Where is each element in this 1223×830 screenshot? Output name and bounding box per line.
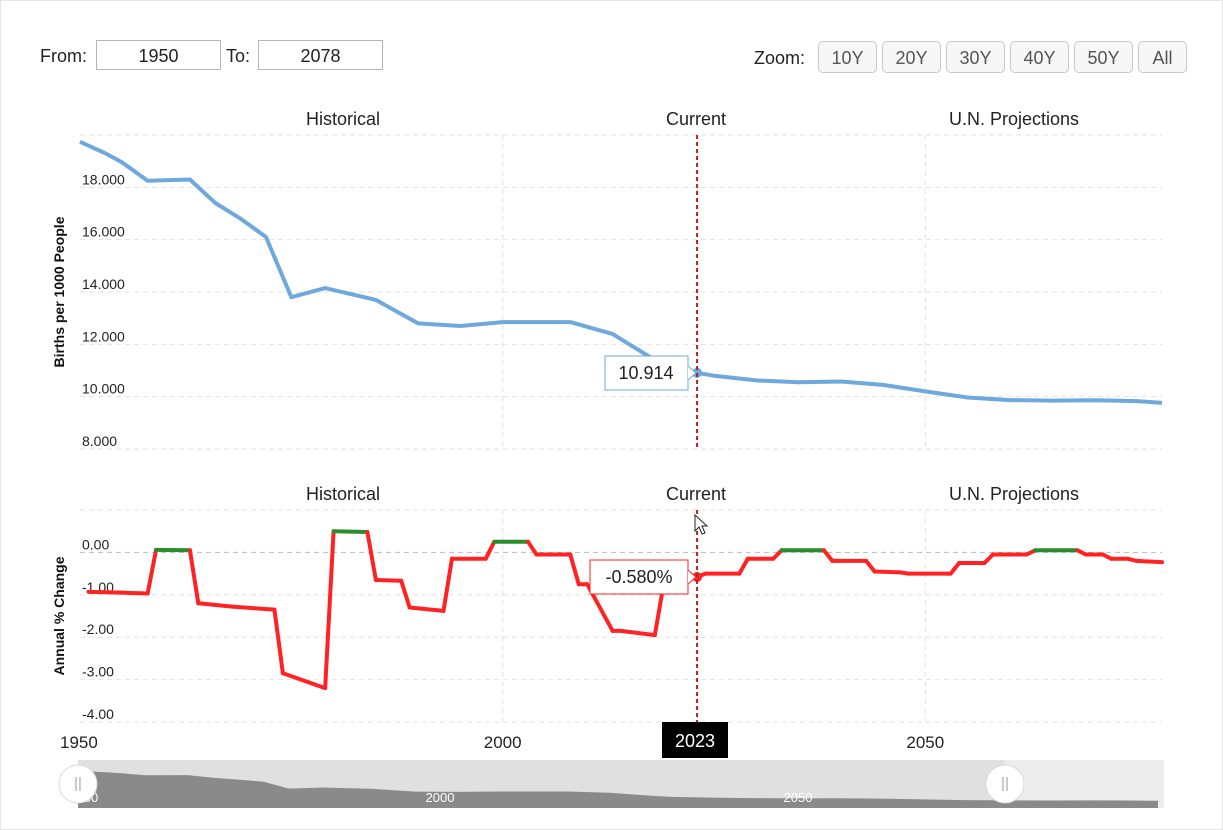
top-y-tick-label: 8.000 [82, 433, 117, 449]
annual-change-segment [331, 529, 370, 535]
annual-change-segment [526, 539, 539, 557]
annual-change-segment [737, 556, 750, 576]
annual-change-segment [272, 607, 285, 676]
top-y-tick-label: 16.000 [82, 224, 125, 240]
top-y-tick-label: 10.000 [82, 381, 125, 397]
top-y-tick-labels: 8.000 10.000 12.000 14.000 16.000 18.000 [82, 171, 125, 449]
from-input[interactable]: 1950 [96, 40, 221, 70]
annual-change-segment [407, 605, 446, 613]
annual-change-segment [619, 628, 657, 638]
top-y-tick-label: 18.000 [82, 171, 125, 187]
bottom-section-projections: U.N. Projections [949, 484, 1079, 504]
x-tick-label: 2000 [484, 733, 522, 752]
current-year-badge-label: 2023 [675, 731, 715, 751]
zoom-50y-button[interactable]: 50Y [1074, 41, 1133, 73]
zoom-label: Zoom: [754, 48, 806, 68]
bottom-section-current: Current [666, 484, 726, 504]
navigator-right-handle[interactable] [985, 764, 1025, 804]
bottom-y-tick-label: -2.00 [82, 621, 114, 637]
birth-rate-series [79, 139, 1163, 405]
annual-change-segment [196, 601, 235, 609]
annual-change-segment [230, 604, 277, 612]
top-tooltip: 10.914 [604, 355, 697, 391]
annual-change-segment [120, 590, 150, 596]
annual-change-segment [323, 529, 336, 691]
top-section-current: Current [666, 109, 726, 129]
annual-change-segment [568, 552, 581, 587]
from-label: From: [40, 46, 87, 66]
top-tooltip-value: 10.914 [618, 363, 673, 383]
annual-change-segment [441, 556, 454, 613]
annual-change-segment [399, 578, 412, 610]
annual-change-segment [821, 548, 835, 563]
annual-change-segment [187, 548, 201, 606]
zoom-all-button[interactable]: All [1138, 41, 1187, 73]
zoom-20y-button[interactable]: 20Y [882, 41, 941, 73]
top-section-projections: U.N. Projections [949, 109, 1079, 129]
bottom-y-tick-label: 0.00 [82, 536, 109, 552]
top-y-axis-label: Births per 1000 People [51, 216, 67, 367]
x-tick-label: 2050 [906, 733, 944, 752]
bottom-gridlines [80, 509, 1162, 723]
annual-change-segment [280, 671, 328, 691]
annual-change-segment [373, 577, 404, 583]
x-tick-labels: 1950 2000 2050 [60, 733, 944, 752]
birth-rate-line [79, 139, 1163, 405]
annual-change-series [86, 529, 1164, 691]
mouse-cursor-icon [694, 513, 709, 535]
top-section-historical: Historical [306, 109, 380, 129]
navigator-left-handle[interactable] [58, 764, 98, 804]
bottom-tooltip: -0.580% [589, 559, 697, 595]
bottom-y-tick-label: -4.00 [82, 706, 114, 722]
annual-change-segment [1134, 558, 1164, 565]
annual-change-segment [872, 569, 902, 575]
annual-change-segment [365, 530, 378, 582]
annual-change-segment [86, 589, 125, 595]
bottom-y-tick-label: -3.00 [82, 664, 114, 680]
zoom-40y-button[interactable]: 40Y [1010, 41, 1069, 73]
top-y-tick-label: 12.000 [82, 328, 125, 344]
top-current-point [692, 367, 703, 378]
to-label: To: [226, 46, 251, 66]
bottom-y-axis-label: Annual % Change [51, 556, 67, 675]
bottom-tooltip-value: -0.580% [605, 567, 672, 587]
zoom-30y-button[interactable]: 30Y [946, 41, 1005, 73]
bottom-y-tick-labels: -4.00-3.00-2.00-1.000.00 [82, 536, 114, 722]
zoom-10y-button[interactable]: 10Y [818, 41, 877, 73]
top-y-tick-label: 14.000 [82, 276, 125, 292]
navigator-tick-2000: 2000 [426, 790, 455, 805]
to-input[interactable]: 2078 [258, 40, 383, 70]
annual-change-segment [948, 561, 962, 576]
annual-change-segment [483, 539, 497, 561]
navigator-area [78, 770, 1158, 808]
current-year-badge [662, 722, 728, 758]
annual-change-segment [145, 547, 159, 596]
navigator-tick-2050: 2050 [784, 790, 813, 805]
x-tick-label: 1950 [60, 733, 98, 752]
bottom-section-historical: Historical [306, 484, 380, 504]
annual-change-segment [864, 558, 877, 574]
top-gridlines [80, 134, 1162, 450]
